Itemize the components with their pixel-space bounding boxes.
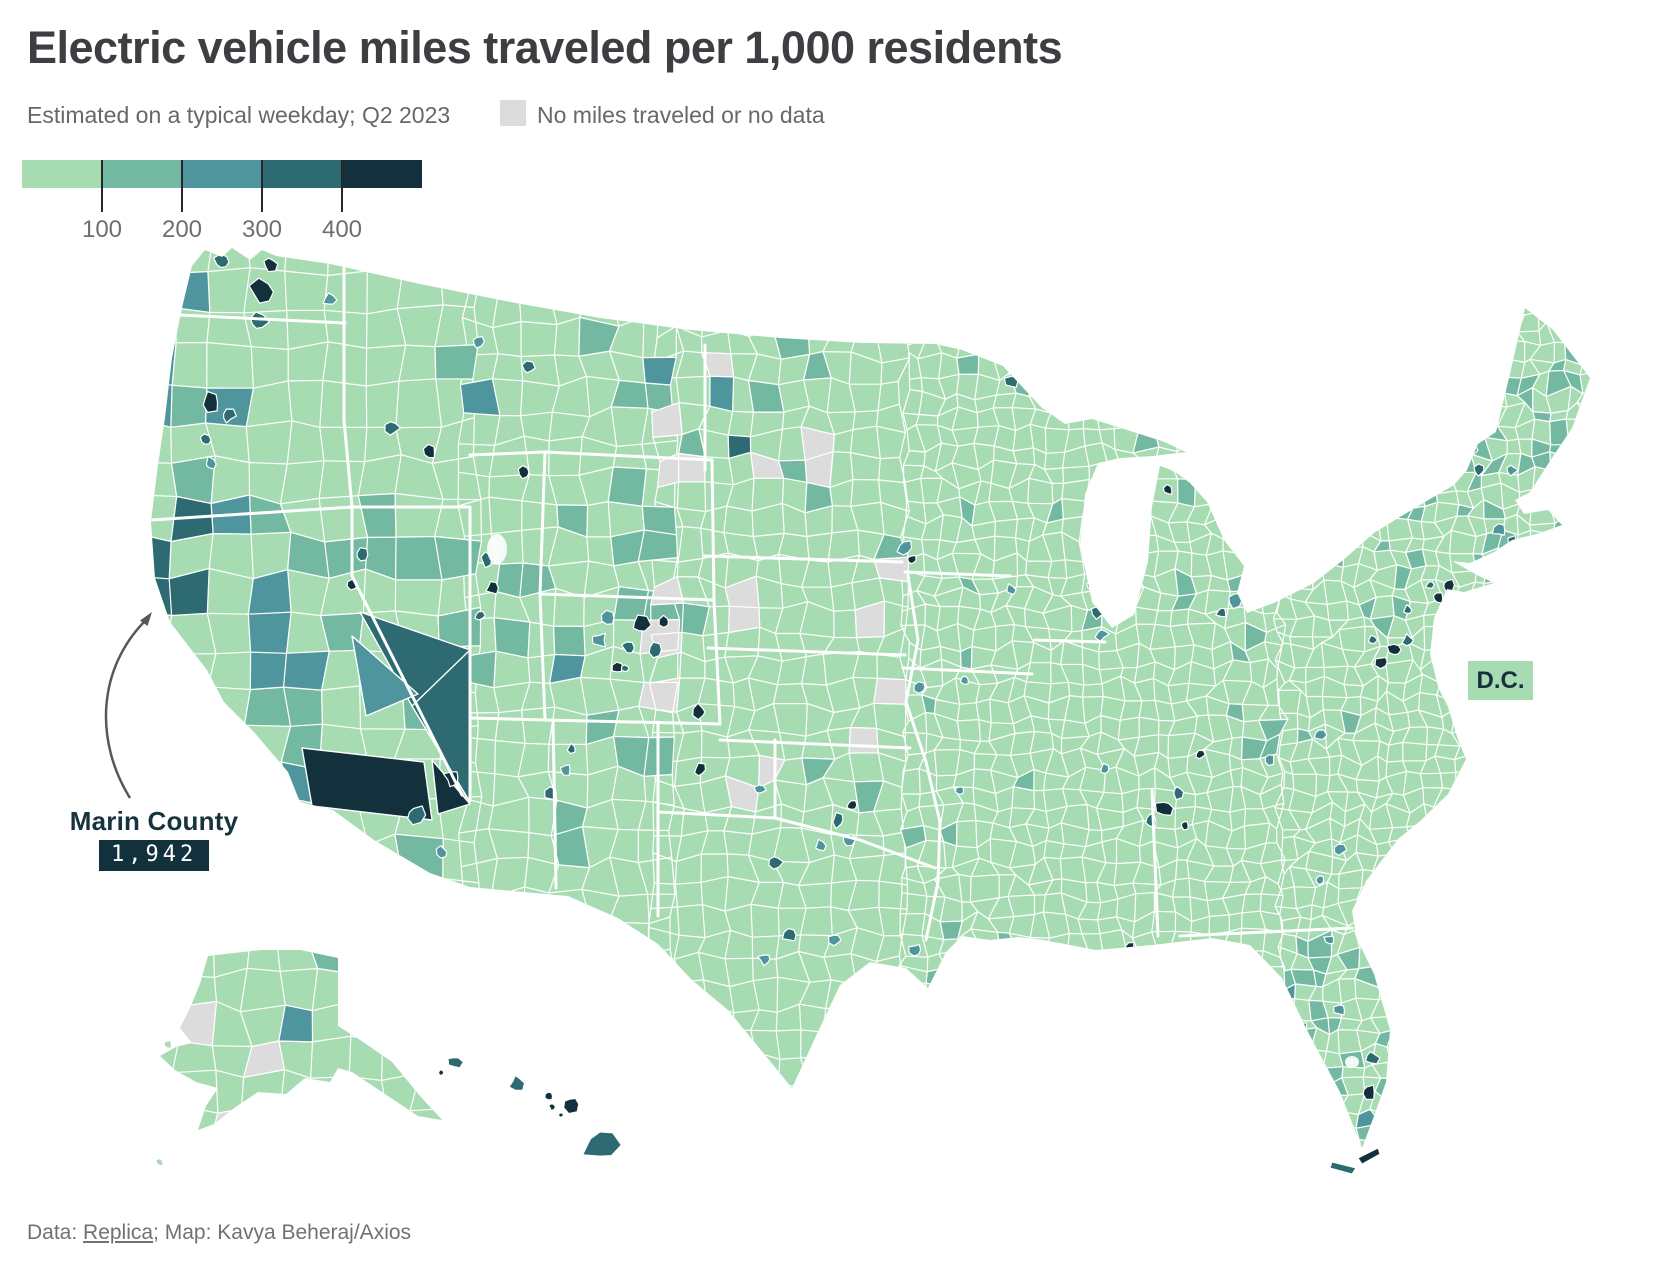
chart-subtitle: Estimated on a typical weekday; Q2 2023 bbox=[27, 102, 451, 128]
legend-bin-1 bbox=[22, 160, 102, 188]
legend-label-400: 400 bbox=[321, 216, 363, 243]
legend-bin-4 bbox=[262, 160, 342, 188]
no-data-swatch bbox=[500, 100, 526, 126]
no-data-label: No miles traveled or no data bbox=[537, 102, 825, 128]
hawaii-inset bbox=[437, 1057, 1381, 1175]
legend-bin-3 bbox=[182, 160, 262, 188]
legend-tick-100 bbox=[101, 160, 103, 212]
legend-tick-400 bbox=[341, 160, 343, 212]
legend-color-bar bbox=[22, 160, 422, 188]
marin-county-label: Marin County bbox=[69, 806, 239, 836]
legend-tick-200 bbox=[181, 160, 183, 212]
legend-label-300: 300 bbox=[241, 216, 283, 243]
annotation-arrow bbox=[104, 612, 152, 799]
legend-bin-2 bbox=[102, 160, 182, 188]
marin-county-value-badge: 1,942 bbox=[99, 840, 210, 872]
dc-label-badge: D.C. bbox=[1468, 661, 1533, 700]
legend-label-100: 100 bbox=[81, 216, 123, 243]
map-credit: ; Map: Kavya Beheraj/Axios bbox=[153, 1221, 412, 1244]
data-prefix: Data: bbox=[27, 1221, 84, 1244]
legend-tick-300 bbox=[261, 160, 263, 212]
alaska-inset bbox=[155, 950, 442, 1167]
source-link[interactable]: Replica bbox=[83, 1221, 154, 1244]
source-credit: Data: Replica; Map: Kavya Beheraj/Axios bbox=[27, 1221, 411, 1245]
color-scale-legend: 100 200 300 400 bbox=[22, 160, 422, 243]
chart-title: Electric vehicle miles traveled per 1,00… bbox=[27, 22, 1063, 73]
legend-label-200: 200 bbox=[161, 216, 203, 243]
legend-bin-5 bbox=[342, 160, 422, 188]
state-borders bbox=[151, 262, 1354, 942]
